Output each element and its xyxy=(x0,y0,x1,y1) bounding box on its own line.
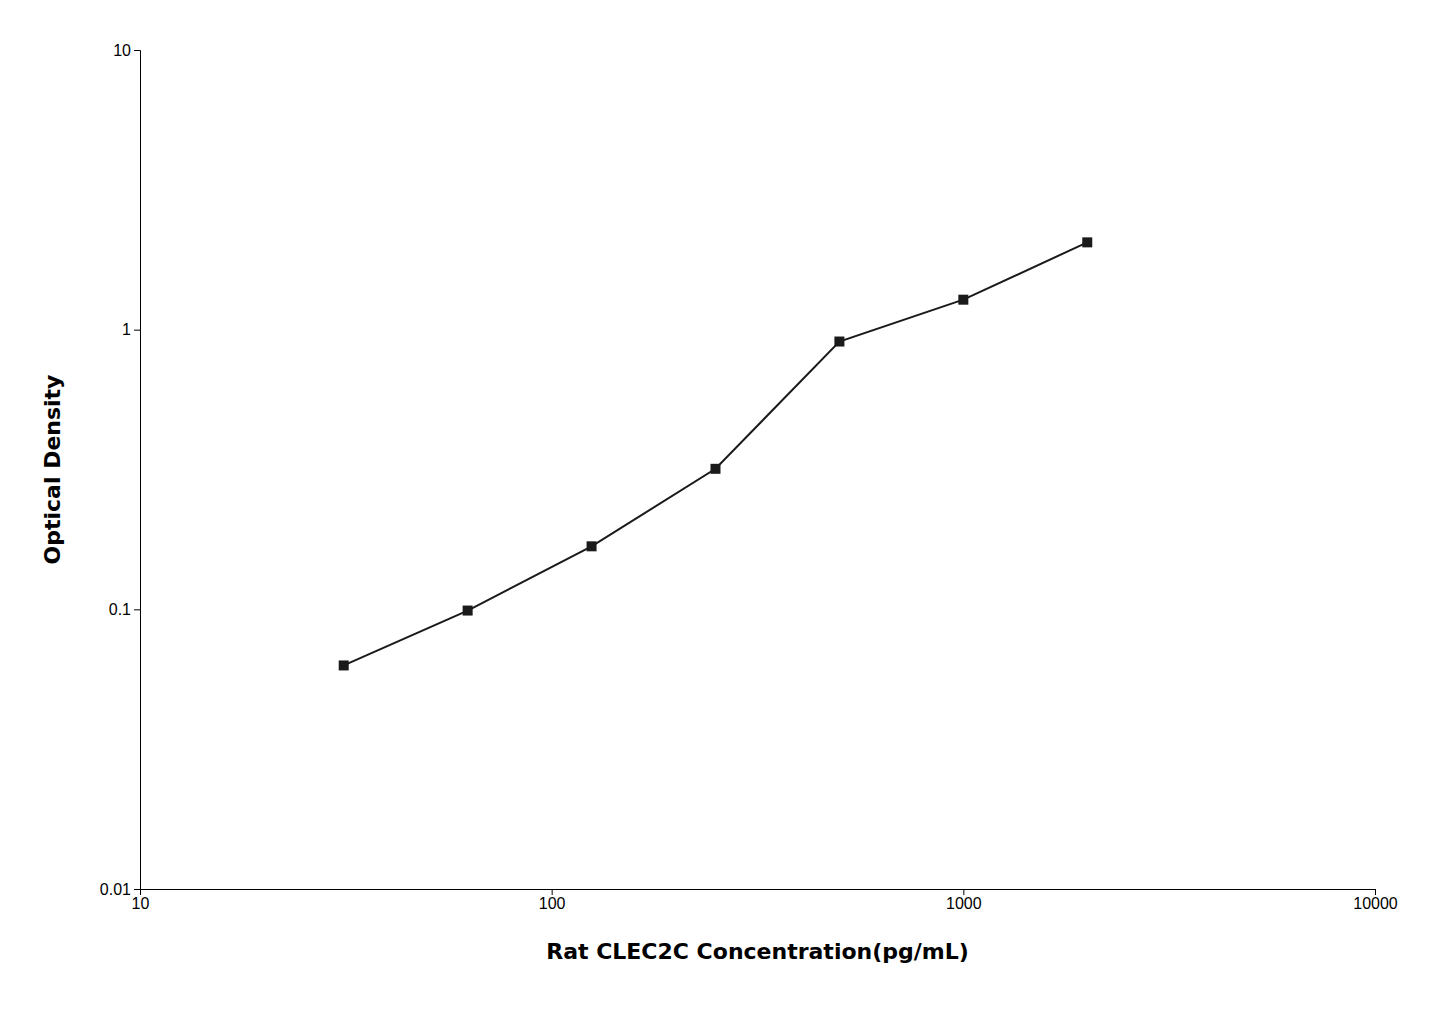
data-point xyxy=(1082,237,1092,247)
y-tick: 0.1 xyxy=(109,601,140,618)
y-tick-label: 1 xyxy=(122,321,131,338)
chart-container: 10 100 1000 10000 0.01 0.1 1 10 Rat CLEC2C Conce… xyxy=(0,0,1445,1009)
data-point xyxy=(339,660,349,670)
x-tick-label: 10 xyxy=(132,895,150,912)
x-tick-label: 1000 xyxy=(946,895,982,912)
x-axis-line xyxy=(141,890,1376,896)
data-marks xyxy=(339,237,1093,670)
plot-area: 10 100 1000 10000 0.01 0.1 1 10 xyxy=(100,42,1398,913)
chart-svg: 10 100 1000 10000 0.01 0.1 1 10 Rat CLEC2C Conce… xyxy=(0,0,1445,1009)
x-tick-mark xyxy=(963,889,964,895)
data-point xyxy=(834,337,844,347)
x-tick-mark xyxy=(552,889,553,895)
x-axis: 10 100 1000 10000 xyxy=(132,889,1398,912)
x-tick-label: 100 xyxy=(539,895,566,912)
data-point xyxy=(587,541,597,551)
y-tick: 1 xyxy=(122,321,140,338)
y-axis: 0.01 0.1 1 10 xyxy=(100,42,141,898)
y-tick-mark xyxy=(134,889,140,890)
x-tick: 10 xyxy=(132,889,150,912)
x-tick: 100 xyxy=(539,889,566,912)
y-tick: 0.01 xyxy=(100,881,140,898)
x-tick: 1000 xyxy=(946,889,982,912)
y-tick-mark xyxy=(134,609,140,610)
y-tick-label: 0.1 xyxy=(109,601,131,618)
data-line xyxy=(344,242,1088,665)
y-tick-mark xyxy=(134,50,140,51)
data-point xyxy=(958,295,968,305)
y-axis-line xyxy=(134,51,141,890)
x-tick-mark xyxy=(1375,889,1376,895)
x-tick-label: 10000 xyxy=(1353,895,1398,912)
y-tick: 10 xyxy=(113,42,140,59)
y-tick-label: 10 xyxy=(113,42,131,59)
y-axis-title: Optical Density xyxy=(40,375,65,565)
y-tick-mark xyxy=(134,330,140,331)
x-tick: 10000 xyxy=(1353,889,1398,912)
x-axis-title: Rat CLEC2C Concentration(pg/mL) xyxy=(546,939,969,964)
y-tick-label: 0.01 xyxy=(100,881,131,898)
data-point xyxy=(710,464,720,474)
data-point xyxy=(463,606,473,616)
